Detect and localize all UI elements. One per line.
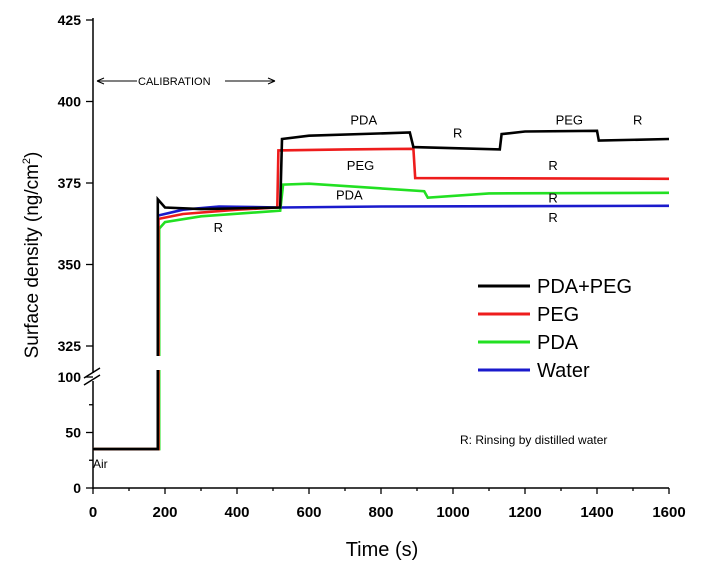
legend-label: PDA	[537, 332, 579, 354]
axis-break-gap	[150, 356, 165, 370]
annotation-r: R	[548, 191, 557, 206]
legend-label: PDA+PEG	[537, 276, 632, 298]
x-tick-label: 1000	[436, 504, 469, 521]
x-axis-label: Time (s)	[346, 539, 419, 561]
annotation-calibration: CALIBRATION	[138, 76, 211, 88]
legend-label: PEG	[537, 304, 579, 326]
y-tick-label: 400	[58, 94, 82, 110]
x-tick-label: 1400	[580, 504, 613, 521]
legend-label: Water	[537, 360, 590, 382]
series-line-water	[93, 204, 670, 451]
annotation-peg: PEG	[347, 158, 374, 173]
axis-break-icon	[83, 367, 101, 386]
annotation-r: R	[548, 210, 557, 225]
x-tick-label: 600	[296, 504, 321, 521]
x-tick-label: 200	[152, 504, 177, 521]
annotation-pda: PDA	[350, 112, 377, 127]
x-tick-label: 1600	[652, 504, 685, 521]
annotation-r: R	[453, 125, 462, 140]
y-tick-label: 425	[58, 12, 82, 28]
y-tick-label: 0	[73, 480, 81, 496]
annotation-pda: PDA	[336, 187, 363, 202]
series-line-pda-peg	[93, 129, 670, 451]
series-line-pda	[93, 182, 670, 451]
annotation-bg	[137, 75, 225, 87]
annotation-r: R	[214, 220, 223, 235]
annotation-r: R	[633, 112, 642, 127]
annotation-r: R	[548, 158, 557, 173]
y-tick-label: 325	[58, 338, 82, 354]
y-axis-label: Surface density (ng/cm2)	[21, 152, 43, 359]
x-tick-label: 1200	[508, 504, 541, 521]
legend-note: R: Rinsing by distilled water	[460, 433, 607, 447]
y-tick-label: 375	[58, 175, 82, 191]
x-tick-label: 400	[224, 504, 249, 521]
y-tick-label: 100	[58, 369, 82, 385]
y-tick-label: 50	[65, 425, 81, 441]
x-tick-label: 0	[89, 504, 97, 521]
annotation-air: Air	[93, 457, 108, 471]
annotation-peg: PEG	[556, 112, 583, 127]
x-tick-label: 800	[368, 504, 393, 521]
y-tick-label: 350	[58, 257, 82, 273]
